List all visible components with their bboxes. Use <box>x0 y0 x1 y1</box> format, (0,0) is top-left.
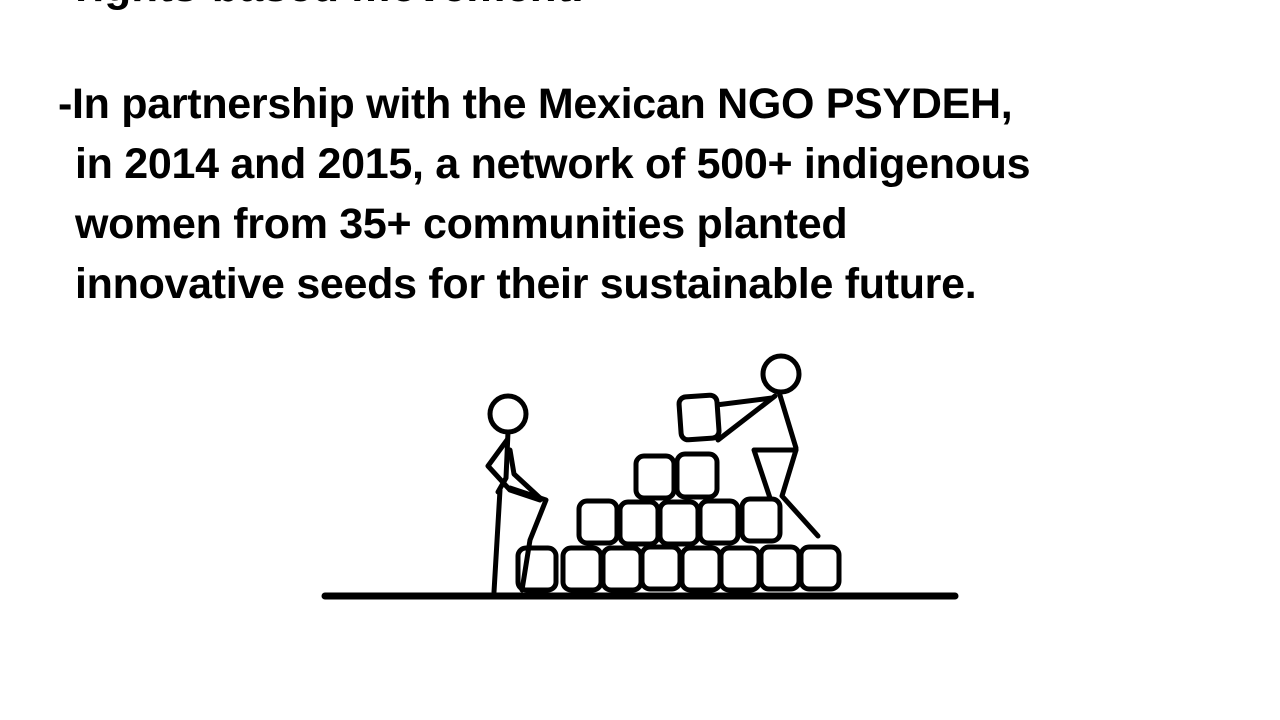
block <box>674 451 720 500</box>
block <box>560 545 604 593</box>
block <box>739 496 783 544</box>
paragraph-line: innovative seeds for their sustainable f… <box>75 260 977 308</box>
block <box>633 453 677 501</box>
block-row-top <box>633 451 720 501</box>
stick-figure-right <box>713 353 821 539</box>
previous-text-fragment: rights-based movement. <box>75 0 584 10</box>
figure-leg <box>507 485 549 593</box>
stick-figure-left <box>485 393 549 595</box>
figure-leg <box>751 447 799 501</box>
figure-head <box>760 353 802 395</box>
paragraph-line: in 2014 and 2015, a network of 500+ indi… <box>75 140 1031 188</box>
figure-arm <box>715 393 778 443</box>
block <box>679 545 723 593</box>
carried-block <box>676 392 722 443</box>
paragraph-line: women from 35+ communities planted <box>75 200 848 248</box>
block <box>617 499 661 547</box>
figure-body <box>495 429 511 495</box>
block <box>718 545 762 593</box>
block-row-bottom <box>515 544 842 593</box>
block <box>600 545 644 593</box>
figure-arm <box>507 447 543 501</box>
block <box>798 544 842 592</box>
block <box>697 498 741 546</box>
figure-leg <box>491 487 503 595</box>
figure-leg <box>779 447 821 539</box>
block <box>639 544 683 592</box>
block-row-middle <box>576 496 783 547</box>
block <box>657 499 701 547</box>
figure-arm <box>713 395 775 408</box>
body-paragraph: -In partnership with the Mexican NGO PSY… <box>58 74 1031 314</box>
figure-head <box>487 393 529 435</box>
paragraph-line: -In partnership with the Mexican NGO PSY… <box>58 80 1013 128</box>
block <box>758 544 802 592</box>
figure-body <box>776 389 799 451</box>
block <box>576 498 620 546</box>
